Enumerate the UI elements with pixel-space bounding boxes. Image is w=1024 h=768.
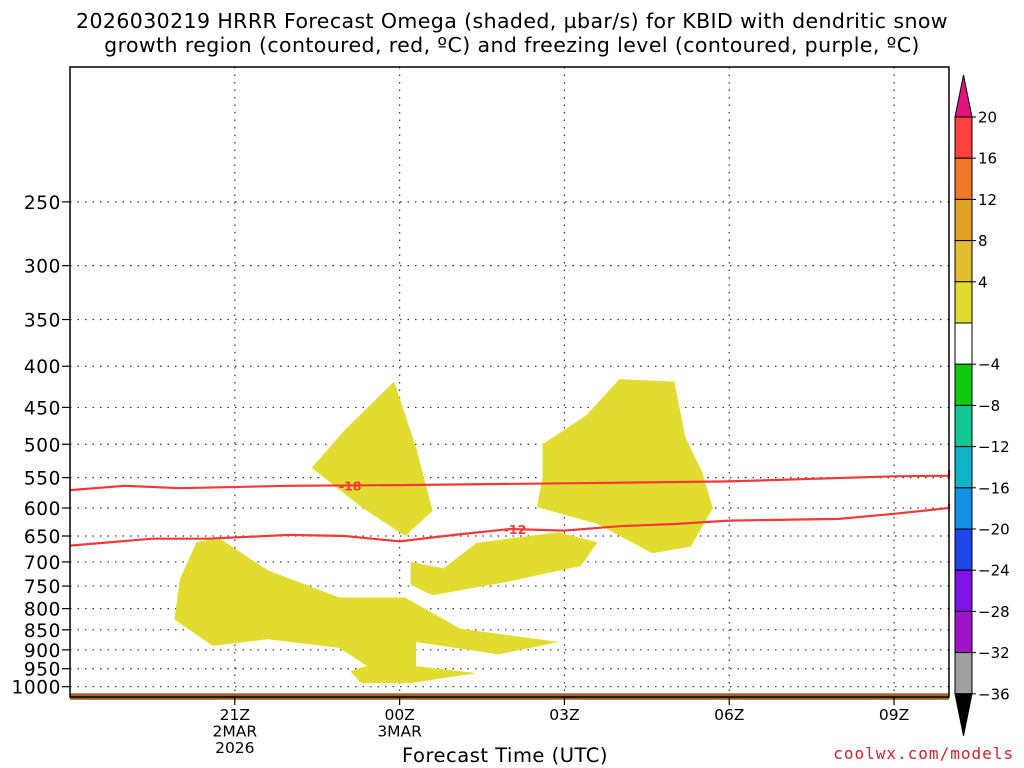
- colorbar-label: −36: [978, 685, 1010, 703]
- x-tick-label: 2MAR: [213, 723, 258, 741]
- colorbar-label: −12: [978, 438, 1010, 456]
- colorbar-swatch: [954, 363, 973, 406]
- grid-lines: [70, 67, 949, 697]
- colorbar-label: −32: [978, 644, 1010, 662]
- x-tick-label: 09Z: [879, 706, 909, 724]
- y-tick-label: 300: [24, 257, 61, 278]
- x-axis: 21Z2MAR202600Z3MAR03Z06Z09Z12Z: [213, 697, 909, 757]
- contour-line: [69, 469, 951, 492]
- y-tick-label: 550: [24, 469, 61, 490]
- contour-line: [69, 503, 951, 547]
- colorbar-swatch: [954, 569, 973, 612]
- y-tick-label: 500: [24, 435, 61, 456]
- site-credit[interactable]: coolwx.com/models: [833, 744, 1014, 763]
- y-axis: 2503003504004505005506006507007508008509…: [12, 193, 70, 699]
- y-tick-label: 700: [24, 553, 61, 574]
- colorbar-label: 12: [978, 191, 997, 209]
- colorbar-top-arrow: [954, 74, 973, 118]
- colorbar-label: 20: [978, 109, 997, 127]
- omega-region: [311, 381, 433, 536]
- x-tick-label: 3MAR: [377, 723, 422, 741]
- x-axis-title: Forecast Time (UTC): [402, 744, 609, 767]
- colorbar-swatch: [954, 446, 973, 489]
- omega-region: [174, 537, 559, 684]
- colorbar-swatch: [954, 198, 973, 242]
- colorbar-swatch: [954, 281, 973, 324]
- color-scale-bar: 20 16 12 8 4 −4 −8 −12 −16 −20 −24 −28 −32 −36: [954, 74, 1010, 736]
- x-tick-label: 03Z: [549, 706, 579, 724]
- chart-title-line-1: 2026030219 HRRR Forecast Omega (shaded, …: [76, 9, 948, 33]
- y-tick-label: 850: [24, 621, 61, 642]
- contour-label: -12: [504, 522, 527, 537]
- chart-title-line-2: growth region (contoured, red, ºC) and f…: [104, 33, 920, 57]
- y-tick-label: 750: [24, 577, 61, 598]
- colorbar-label: 16: [978, 150, 997, 168]
- y-tick-label: 450: [24, 398, 61, 419]
- colorbar-swatch: [954, 240, 973, 283]
- y-tick-label: 600: [24, 499, 61, 520]
- colorbar-label: −28: [978, 603, 1010, 621]
- x-tick-label: 00Z: [384, 706, 414, 724]
- colorbar-swatch: [954, 487, 973, 530]
- omega-region: [537, 379, 713, 554]
- colorbar-label: 8: [978, 232, 988, 250]
- omega-region: [410, 532, 598, 596]
- x-tick-label: 06Z: [714, 706, 744, 724]
- colorbar-swatch: [954, 157, 973, 200]
- x-tick-label: 2026: [215, 739, 254, 757]
- y-tick-label: 950: [24, 660, 61, 681]
- colorbar-label: −24: [978, 562, 1010, 580]
- colorbar-label: −4: [978, 356, 1000, 374]
- colorbar-swatch: [954, 610, 973, 654]
- colorbar-swatch: [954, 528, 973, 571]
- y-tick-label: 1000: [12, 678, 61, 699]
- y-tick-label: 400: [24, 357, 61, 378]
- colorbar-swatch: [954, 652, 973, 695]
- y-tick-label: 800: [24, 600, 61, 621]
- y-tick-label: 350: [24, 311, 61, 332]
- colorbar-label: −20: [978, 521, 1010, 539]
- colorbar-label: 4: [978, 273, 988, 291]
- y-tick-label: 900: [24, 641, 61, 662]
- colorbar-swatch: [954, 322, 973, 365]
- contour-label: -18: [339, 478, 362, 493]
- y-tick-label: 650: [24, 527, 61, 548]
- x-tick-label: 21Z: [220, 706, 250, 724]
- colorbar-swatch: [954, 404, 973, 448]
- plot-frame: [69, 66, 950, 698]
- colorbar-swatch: [954, 116, 973, 159]
- omega-shaded-regions: [174, 379, 713, 684]
- colorbar-label: −16: [978, 479, 1010, 497]
- colorbar-bottom-arrow: [954, 693, 973, 736]
- y-tick-label: 250: [24, 193, 61, 214]
- colorbar-label: −8: [978, 397, 1000, 415]
- contour-lines: -18 -12: [69, 469, 951, 547]
